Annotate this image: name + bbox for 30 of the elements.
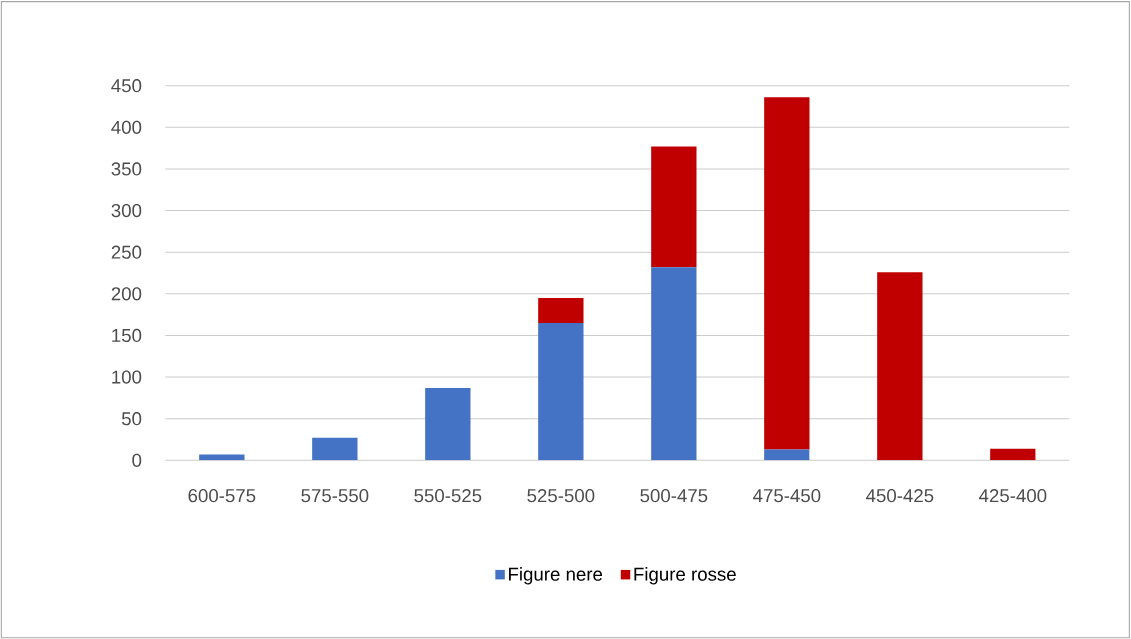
x-tick-label: 600-575 [188, 489, 256, 503]
y-tick-label: 100 [112, 370, 142, 384]
y-tick-label: 200 [111, 287, 142, 301]
bar [651, 267, 697, 461]
x-tick-label: 500-475 [640, 489, 708, 503]
bar [877, 272, 923, 461]
y-tick-label: 50 [121, 412, 142, 426]
bar [764, 97, 810, 450]
x-tick-label: 450-425 [866, 489, 934, 503]
y-tick-label: 300 [111, 203, 142, 218]
bar [538, 297, 584, 323]
bar [651, 146, 697, 268]
y-tick-label: 350 [111, 162, 142, 176]
legend-label: Figure nere [509, 567, 603, 585]
x-tick-label: 550-525 [414, 489, 482, 503]
bar [538, 322, 584, 461]
legend-label: Figure rosse [634, 567, 736, 585]
y-tick-label: 250 [111, 245, 142, 259]
x-tick-label: 525-500 [527, 489, 595, 503]
y-tick-label: 450 [111, 79, 142, 93]
y-tick-label: 400 [111, 120, 142, 134]
bar [312, 437, 358, 461]
x-tick-label: 575-550 [301, 489, 369, 503]
y-tick-label: 0 [132, 453, 142, 467]
bar [990, 448, 1036, 461]
bar [764, 449, 810, 461]
y-tick-label: 150 [112, 328, 142, 343]
x-tick-label: 425-400 [979, 489, 1047, 503]
x-tick-label: 475-450 [753, 489, 821, 503]
bar [425, 387, 471, 461]
